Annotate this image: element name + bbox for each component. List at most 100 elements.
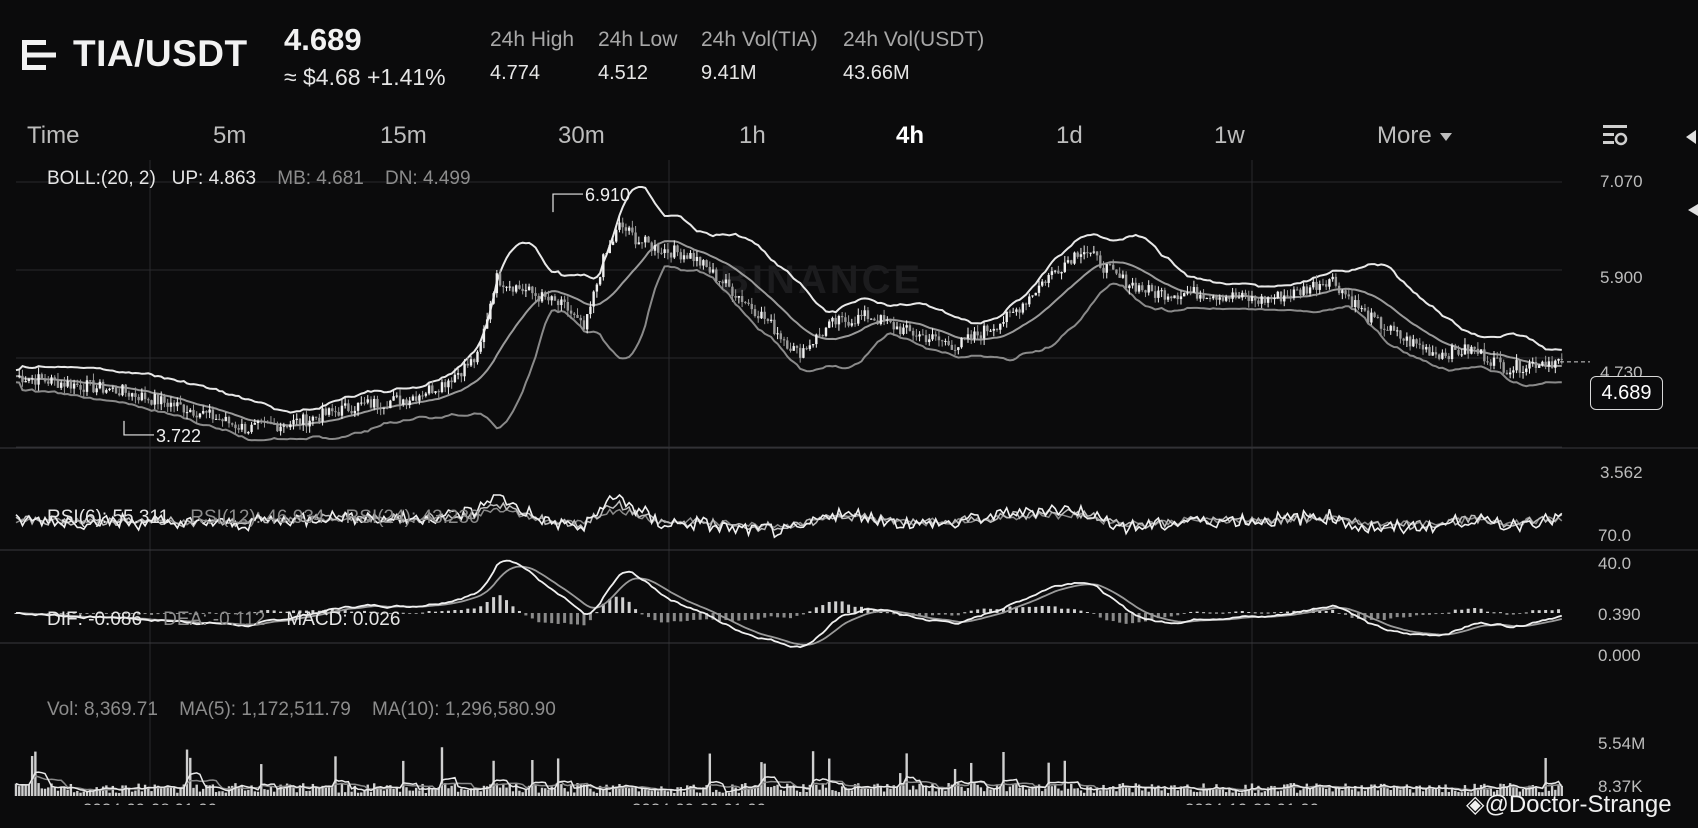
volume-bar xyxy=(360,792,363,796)
volume-bar xyxy=(1386,788,1389,796)
candle xyxy=(18,369,21,379)
candle-body xyxy=(1476,348,1480,354)
candle xyxy=(489,300,492,324)
rsi24: RSI(24): 43.230 xyxy=(345,507,480,528)
volume-bar xyxy=(650,791,653,796)
volume-bar xyxy=(1179,786,1183,796)
candle-body xyxy=(1063,262,1067,272)
candle-body xyxy=(1328,279,1331,287)
macd-histogram-bar xyxy=(950,613,954,616)
candle xyxy=(892,316,895,336)
candle xyxy=(1421,341,1425,355)
candle xyxy=(1231,287,1234,303)
candle-body xyxy=(1376,316,1380,318)
macd-histogram-bar xyxy=(1473,608,1477,613)
volume-bar xyxy=(266,789,269,796)
candle xyxy=(669,252,673,263)
tab-15m[interactable]: 15m xyxy=(380,122,427,149)
candle-body xyxy=(805,348,808,350)
candle-body xyxy=(198,413,202,418)
volume-bar xyxy=(666,791,670,796)
candle xyxy=(869,318,873,320)
last-price: 4.689 xyxy=(284,22,362,57)
candle-body xyxy=(1512,370,1515,373)
volume-bar xyxy=(811,751,815,796)
volume-bar xyxy=(1018,788,1021,796)
candle xyxy=(1031,295,1034,298)
volume-bar xyxy=(201,788,205,796)
volume-bar xyxy=(82,791,85,796)
menu-icon[interactable] xyxy=(22,38,56,72)
candle xyxy=(1518,359,1522,378)
tab-1d[interactable]: 1d xyxy=(1056,122,1083,149)
macd-histogram-bar xyxy=(782,613,786,618)
candle-body xyxy=(473,359,476,363)
candle-body xyxy=(82,389,85,392)
tab-4h[interactable]: 4h xyxy=(896,122,925,149)
candle-body xyxy=(973,331,976,339)
candle-body xyxy=(579,317,582,321)
candle xyxy=(1454,343,1457,350)
macd-histogram-bar xyxy=(1182,613,1186,614)
candle-body xyxy=(950,344,954,350)
candle xyxy=(250,422,253,434)
candle-body xyxy=(140,392,144,401)
volume-bar xyxy=(802,784,805,796)
tab-5m[interactable]: 5m xyxy=(213,122,247,149)
candle xyxy=(1141,281,1144,293)
candle-body xyxy=(1082,252,1086,255)
chart-settings-icon[interactable] xyxy=(1602,122,1628,148)
candle xyxy=(1057,265,1060,274)
candle-body xyxy=(757,315,760,319)
macd-histogram-bar xyxy=(162,613,166,614)
candle xyxy=(924,329,928,345)
volume-bar xyxy=(205,784,208,796)
volume-bar xyxy=(1212,789,1215,796)
tab-1w[interactable]: 1w xyxy=(1214,122,1245,149)
candle xyxy=(127,390,131,401)
trading-pair[interactable]: TIA/USDT xyxy=(73,33,248,74)
volume-bar xyxy=(937,788,941,796)
candle xyxy=(511,286,515,296)
volume-bar xyxy=(873,784,876,796)
volume-bar xyxy=(1273,786,1276,796)
candle-body xyxy=(127,392,131,397)
candle-body xyxy=(1250,296,1254,301)
volume-bar xyxy=(831,790,834,796)
candle-body xyxy=(234,424,237,429)
volume-bar xyxy=(379,787,382,796)
volume-bar xyxy=(605,784,608,796)
volume-bar xyxy=(718,791,721,796)
candle xyxy=(534,287,537,302)
volume-bar xyxy=(1392,785,1396,796)
candle xyxy=(598,276,602,287)
candle xyxy=(953,344,957,356)
tab-1h[interactable]: 1h xyxy=(739,122,766,149)
candle-body xyxy=(918,334,921,337)
volume-bar xyxy=(627,788,631,796)
candle-body xyxy=(218,418,221,420)
volume-bar xyxy=(385,785,389,796)
candle xyxy=(1483,342,1486,365)
chart-area[interactable]: BINANCE6.9103.7227.0705.9004.7303.56270.… xyxy=(0,160,1698,805)
candle xyxy=(1357,294,1360,311)
macd-histogram-bar xyxy=(756,613,760,620)
candle xyxy=(1021,302,1025,315)
candle-body xyxy=(463,363,466,377)
volume-bar xyxy=(1011,784,1015,796)
volume-bar xyxy=(492,760,495,796)
candle xyxy=(1070,259,1073,266)
macd-histogram-bar xyxy=(853,606,857,613)
tab-more[interactable]: More xyxy=(1377,122,1452,150)
candle-body xyxy=(450,380,453,383)
candle xyxy=(256,419,260,430)
candle xyxy=(211,406,215,423)
scroll-left-icon[interactable] xyxy=(1686,130,1696,144)
tab-30m[interactable]: 30m xyxy=(558,122,605,149)
volume-bar xyxy=(489,784,492,796)
candle-body xyxy=(508,286,511,288)
tab-time[interactable]: Time xyxy=(27,122,80,149)
candle-body xyxy=(411,396,415,401)
macd-histogram-bar xyxy=(1060,608,1064,613)
macd-histogram-bar xyxy=(1066,608,1070,613)
